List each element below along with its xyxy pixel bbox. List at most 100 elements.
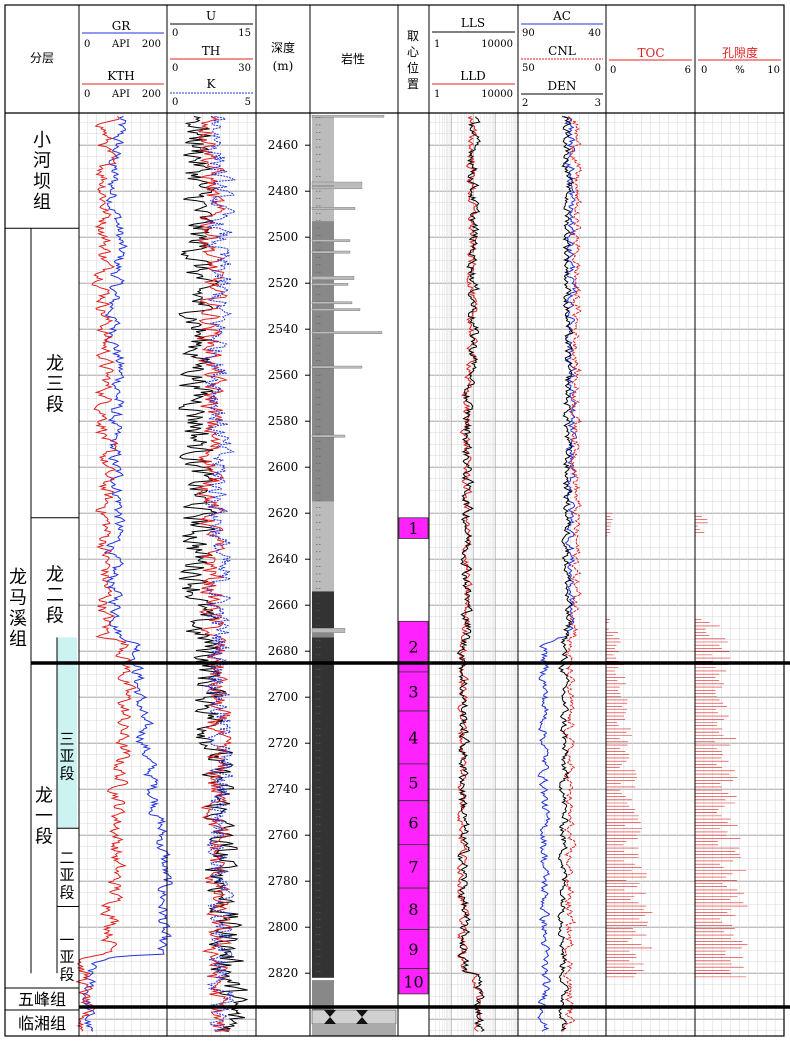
core-label: 1 <box>408 519 418 538</box>
formation-wufeng: 五峰组 <box>18 990 66 1009</box>
depth-label: 2480 <box>268 184 299 198</box>
body-labels: 1 2 3 4 5 6 7 8 9 10 2460 2480 2500 2520 2540 2560 2580 2… <box>9 130 424 1033</box>
depth-label: 2580 <box>268 414 299 428</box>
header-lls-min: 1 <box>434 39 440 50</box>
header-toc-max: 6 <box>685 65 691 76</box>
depth-label: 2820 <box>268 966 299 980</box>
header-gr-min: 0 <box>84 39 90 50</box>
depth-label: 2720 <box>268 736 299 750</box>
header-den-name: DEN <box>548 79 577 93</box>
header-u-name: U <box>206 9 216 23</box>
lithology-column <box>311 115 397 1036</box>
core-label: 2 <box>408 638 418 657</box>
den-curve <box>557 116 574 1032</box>
header-kth-name: KTH <box>107 69 134 83</box>
header-por-unit: % <box>735 65 745 76</box>
header-cnl-name: CNL <box>548 44 576 58</box>
por-bars <box>695 512 748 978</box>
formation-linxiang: 临湘组 <box>18 1014 66 1033</box>
kth-curve <box>76 116 137 1032</box>
header-kth-unit: API <box>111 89 130 100</box>
header-core-4: 置 <box>407 77 419 91</box>
header-toc-min: 0 <box>610 65 616 76</box>
header-k-max: 5 <box>245 97 251 108</box>
header-ac-name: AC <box>552 9 571 23</box>
header-lls-name: LLS <box>461 16 485 30</box>
core-label: 10 <box>403 972 423 991</box>
grid-lines <box>79 113 784 1036</box>
cnl-curve <box>561 116 583 1032</box>
depth-label: 2680 <box>268 644 299 658</box>
frame-lines <box>4 4 790 1037</box>
core-box <box>398 968 429 995</box>
header-por-min: 0 <box>701 65 707 76</box>
submember-2: 二亚段 <box>59 849 74 902</box>
header-k-name: K <box>207 77 217 91</box>
depth-label: 2600 <box>268 460 299 474</box>
core-box <box>398 844 429 889</box>
header-por-name: 孔隙度 <box>722 45 758 60</box>
member-long2: 龙二段 <box>46 564 64 626</box>
submember-3: 三亚段 <box>59 730 74 783</box>
k-curve <box>201 116 237 1032</box>
core-box <box>398 710 429 765</box>
header-gr-unit: API <box>111 39 130 50</box>
depth-label: 2800 <box>268 920 299 934</box>
header-th-max: 30 <box>238 63 251 74</box>
header-core-2: 心 <box>407 45 419 59</box>
depth-label: 2760 <box>268 828 299 842</box>
depth-label: 2660 <box>268 598 299 612</box>
header-ac-max: 40 <box>588 28 601 39</box>
depth-label: 2620 <box>268 506 299 520</box>
th-curve <box>196 116 233 1032</box>
lls-curve <box>456 116 485 1032</box>
header-litho: 岩性 <box>341 51 365 66</box>
core-box <box>398 517 429 539</box>
depth-label: 2500 <box>268 230 299 244</box>
header-th-name: TH <box>202 44 220 58</box>
header-u-min: 0 <box>172 28 178 39</box>
grid-resistivity-track <box>428 113 518 1036</box>
core-label: 7 <box>408 857 418 876</box>
header-lls-max: 10000 <box>481 39 513 50</box>
fills <box>57 115 429 1036</box>
header-lld-name: LLD <box>460 69 486 83</box>
header-lld-min: 1 <box>434 89 440 100</box>
core-positions <box>398 517 429 995</box>
submember-1: 一亚段 <box>59 931 74 984</box>
formation-longmaxi: 龙马溪组 <box>9 567 27 650</box>
core-box <box>398 929 429 969</box>
header-por-max: 10 <box>767 65 780 76</box>
grid-toc-track <box>606 113 695 1036</box>
header-depth-unit: (m) <box>273 59 294 73</box>
core-box <box>398 671 429 712</box>
grid-gr-track <box>79 113 167 1036</box>
core-label: 9 <box>408 940 418 959</box>
submember-zone-fill <box>57 637 77 829</box>
header-gr-max: 200 <box>142 39 161 50</box>
header-k-min: 0 <box>172 97 178 108</box>
log-curves <box>76 116 748 1032</box>
header-cnl-max: 0 <box>595 63 601 74</box>
depth-label: 2560 <box>268 368 299 382</box>
core-label: 5 <box>408 773 418 792</box>
header-gr-name: GR <box>112 19 132 33</box>
core-box <box>398 887 429 930</box>
toc-bars <box>606 512 653 978</box>
depth-label: 2540 <box>268 322 299 336</box>
core-label: 6 <box>408 814 418 833</box>
formation-xiaoheba: 小河坝组 <box>33 130 51 213</box>
depth-label: 2740 <box>268 782 299 796</box>
header-u-max: 15 <box>238 28 251 39</box>
gr-curve <box>81 116 173 1032</box>
depth-label: 2520 <box>268 276 299 290</box>
header-th-min: 0 <box>172 63 178 74</box>
header-lld-max: 10000 <box>481 89 513 100</box>
grid-porosity-track <box>518 113 606 1036</box>
depth-label: 2700 <box>268 690 299 704</box>
member-long3: 龙三段 <box>46 353 64 415</box>
core-label: 3 <box>408 682 418 701</box>
depth-label: 2460 <box>268 138 299 152</box>
